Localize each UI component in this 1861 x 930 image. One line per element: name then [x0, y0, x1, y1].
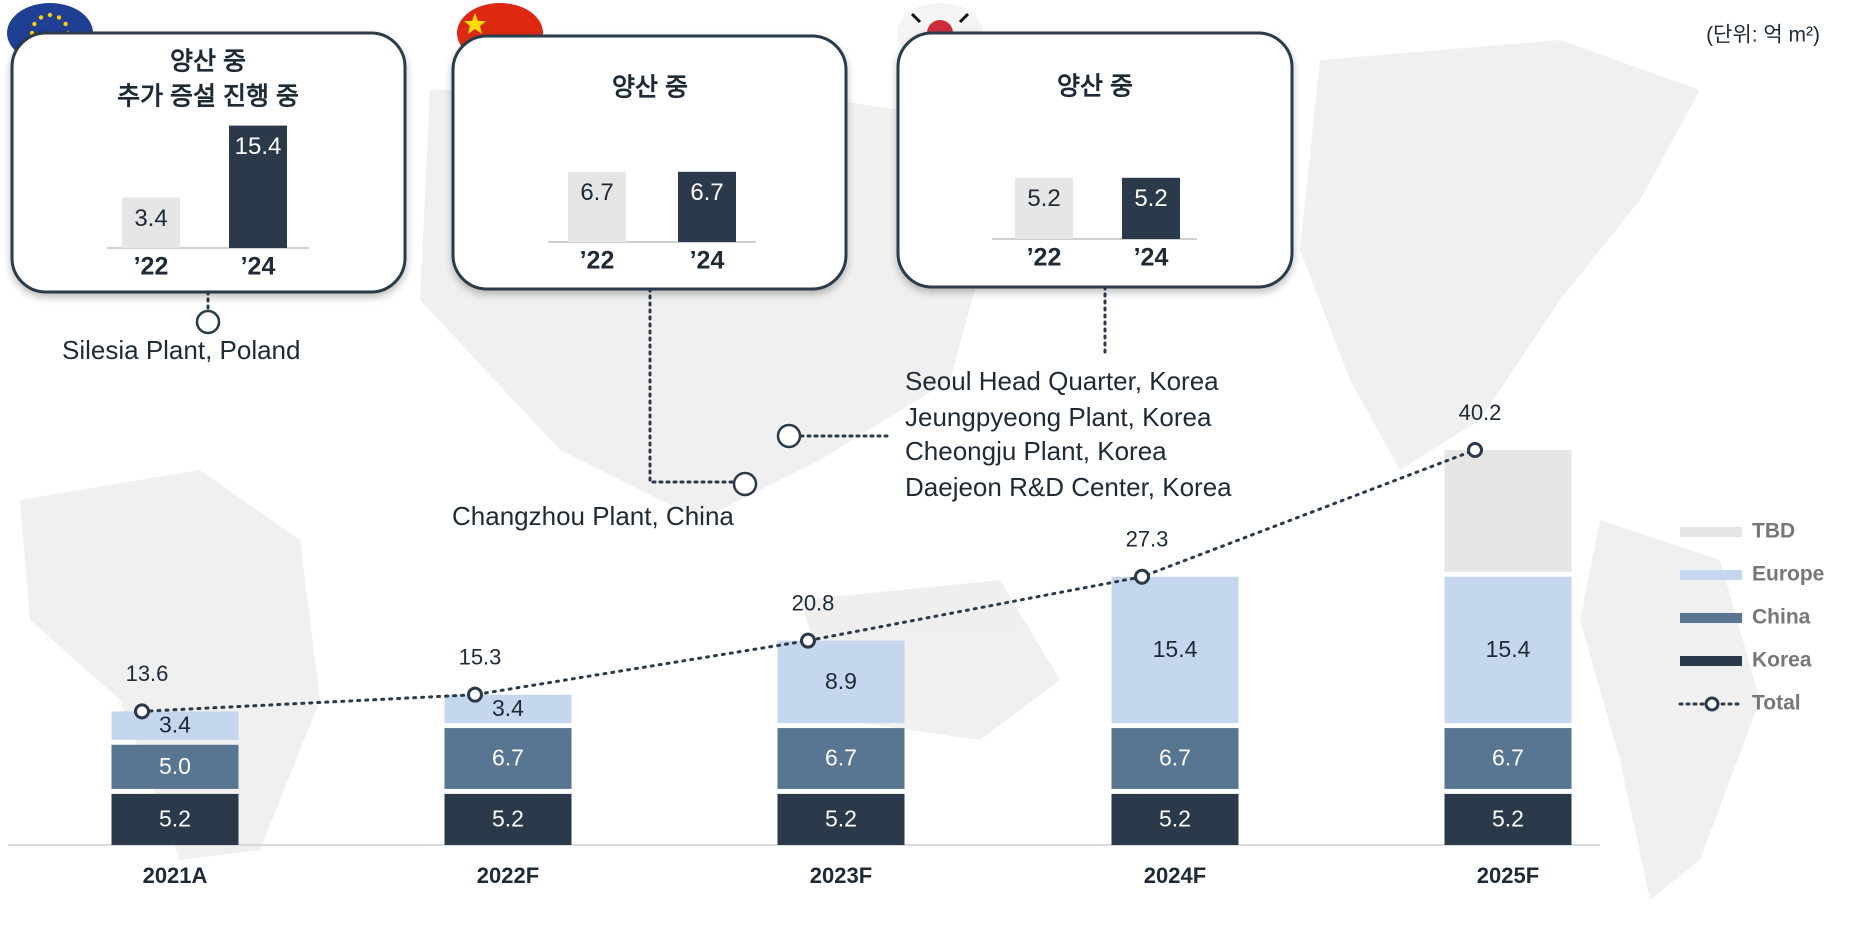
bar-value-label: 15.4: [1486, 636, 1531, 662]
bar-segment: [1444, 576, 1572, 724]
inset-bar: [678, 171, 736, 242]
legend-label: Korea: [1752, 649, 1812, 672]
inset-title: 양산 중: [170, 48, 246, 76]
star: [63, 21, 68, 27]
legend-label: Total: [1752, 692, 1801, 715]
legend-swatch: [1680, 527, 1742, 537]
bar-value-label: 6.7: [825, 745, 857, 771]
bar-segment: [444, 694, 572, 724]
bar-segment: [111, 793, 239, 845]
legend-swatch: [1680, 656, 1742, 666]
connector: [648, 287, 734, 484]
legend-swatch: [1680, 570, 1742, 580]
unit-label: (단위: 억 m²): [1706, 24, 1820, 47]
bar-segment: [777, 728, 905, 789]
inset-value-label: 3.4: [134, 205, 167, 232]
x-tick-label: 2023F: [810, 863, 872, 888]
bar-segment: [111, 711, 239, 740]
inset-bar: [1015, 177, 1073, 239]
total-marker: [134, 703, 150, 720]
bar-value-label: 5.2: [1159, 806, 1191, 832]
inset-box: [10, 31, 407, 294]
plant-label: Seoul Head Quarter, Korea: [905, 366, 1219, 396]
total-label: 15.3: [459, 644, 502, 669]
bar-segment: [444, 793, 572, 845]
total-label: 20.8: [792, 590, 835, 615]
bar-value-label: 5.2: [159, 806, 191, 832]
inset-category: ’22: [134, 253, 169, 281]
bar-value-label: 6.7: [1159, 745, 1191, 771]
inset-box: [451, 34, 848, 291]
bar-value-label: 3.4: [159, 712, 191, 738]
inset-bar: [568, 171, 626, 242]
inset-bar: [122, 197, 180, 248]
inset-value-label: 6.7: [690, 179, 723, 206]
total-label: 13.6: [126, 661, 169, 686]
legend-label: China: [1752, 606, 1811, 629]
bar-segment: [111, 744, 239, 789]
bar-segment: [1111, 576, 1239, 724]
bar-value-label: 3.4: [492, 695, 524, 721]
plant-label: Changzhou Plant, China: [452, 501, 734, 531]
star: [38, 15, 44, 20]
star: [32, 21, 37, 27]
legend-label: TBD: [1752, 520, 1795, 543]
plant-label: Silesia Plant, Poland: [62, 335, 300, 365]
inset-title: 추가 증설 진행 중: [117, 83, 299, 111]
bar-segment: [777, 640, 905, 724]
bar-segment: [1111, 728, 1239, 789]
inset-value-label: 6.7: [580, 179, 613, 206]
star: [47, 12, 53, 18]
bar-value-label: 15.4: [1153, 636, 1198, 662]
bar-value-label: 5.2: [1492, 806, 1524, 832]
bar-segment: [1444, 728, 1572, 789]
inset-title: 양산 중: [612, 74, 688, 102]
inset-box: [896, 31, 1294, 289]
x-tick-label: 2022F: [477, 863, 539, 888]
plant-label: Jeungpyeong Plant, Korea: [905, 402, 1212, 432]
total-label: 27.3: [1126, 527, 1169, 552]
bar-value-label: 5.0: [159, 753, 191, 779]
bar-segment: [1111, 793, 1239, 845]
x-tick-label: 2021A: [143, 863, 208, 888]
bar-value-label: 6.7: [492, 745, 524, 771]
total-label: 40.2: [1459, 400, 1502, 425]
inset-category: ’24: [1134, 244, 1169, 272]
location-marker: [732, 471, 758, 497]
location-marker: [195, 309, 221, 335]
inset-category: ’22: [1027, 244, 1062, 272]
bar-segment: [1444, 450, 1572, 572]
inset-category: ’24: [241, 253, 276, 281]
bar-value-label: 5.2: [492, 806, 524, 832]
total-marker: [467, 686, 483, 703]
inset-bar: [229, 125, 287, 248]
x-tick-label: 2025F: [1477, 863, 1539, 888]
plant-label: Daejeon R&D Center, Korea: [905, 472, 1232, 502]
total-marker: [1134, 568, 1150, 585]
inset-category: ’22: [580, 247, 615, 275]
inset-title: 양산 중: [1057, 73, 1133, 101]
total-marker: [1467, 442, 1483, 458]
legend-label: Europe: [1752, 563, 1824, 586]
legend-swatch: [1680, 613, 1742, 623]
bar-segment: [1444, 793, 1572, 845]
inset-value-label: 15.4: [235, 133, 282, 160]
inset-value-label: 5.2: [1027, 185, 1060, 212]
legend-swatch: [1704, 696, 1720, 712]
bar-value-label: 5.2: [825, 806, 857, 832]
total-marker: [800, 632, 816, 649]
x-tick-label: 2024F: [1144, 863, 1206, 888]
bar-value-label: 6.7: [1492, 745, 1524, 771]
inset-value-label: 5.2: [1134, 185, 1167, 212]
inset-category: ’24: [690, 247, 725, 275]
inset-bar: [1122, 177, 1180, 239]
bar-value-label: 8.9: [825, 668, 857, 694]
bar-segment: [777, 793, 905, 845]
star: [56, 15, 62, 20]
plant-label: Cheongju Plant, Korea: [905, 436, 1167, 466]
location-marker: [776, 423, 802, 449]
bar-segment: [444, 728, 572, 789]
